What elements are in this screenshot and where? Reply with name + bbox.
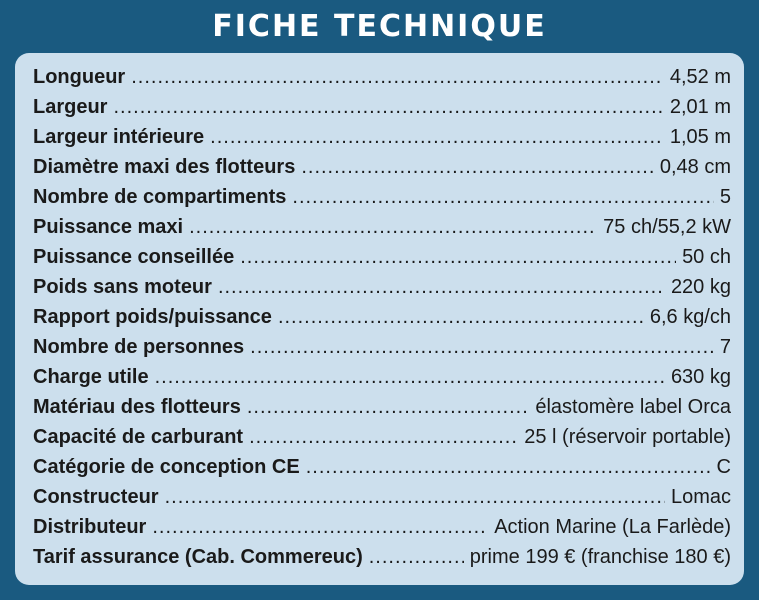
dot-leader <box>247 396 530 419</box>
spec-label: Diamètre maxi des flotteurs <box>33 156 296 178</box>
spec-value: 5 <box>719 186 731 208</box>
spec-label: Largeur <box>33 96 108 118</box>
spec-row-largeur-interieure: Largeur intérieure 1,05 m <box>33 126 731 156</box>
spec-label: Nombre de compartiments <box>33 186 287 208</box>
spec-value: Action Marine (La Farlède) <box>494 516 731 538</box>
dot-leader <box>240 246 676 269</box>
spec-label: Constructeur <box>33 486 159 508</box>
spec-row-materiau: Matériau des flotteurs élastomère label … <box>33 396 731 426</box>
spec-label: Nombre de personnes <box>33 336 245 358</box>
spec-label: Puissance conseillée <box>33 246 235 268</box>
spec-row-rapport-poids-puissance: Rapport poids/puissance 6,6 kg/ch <box>33 306 731 336</box>
spec-row-diametre-flotteurs: Diamètre maxi des flotteurs 0,48 cm <box>33 156 731 186</box>
spec-row-charge-utile: Charge utile 630 kg <box>33 366 731 396</box>
spec-sheet-title: Fiche technique <box>212 9 547 44</box>
dot-leader <box>155 366 665 389</box>
spec-list: Longueur 4,52 m Largeur 2,01 m Largeur i… <box>33 66 731 576</box>
spec-row-puissance-maxi: Puissance maxi 75 ch/55,2 kW <box>33 216 731 246</box>
spec-row-tarif-assurance: Tarif assurance (Cab. Commereuc) prime 1… <box>33 546 731 576</box>
spec-value: 25 l (réservoir portable) <box>524 426 731 448</box>
spec-value: prime 199 € (franchise 180 €) <box>469 546 731 568</box>
spec-row-personnes: Nombre de personnes 7 <box>33 336 731 366</box>
spec-value: Lomac <box>670 486 731 508</box>
spec-sheet-header: Fiche technique <box>4 4 755 49</box>
dot-leader <box>250 336 714 359</box>
spec-value: élastomère label Orca <box>535 396 731 418</box>
spec-label: Longueur <box>33 66 126 88</box>
spec-value: 75 ch/55,2 kW <box>603 216 731 238</box>
spec-row-distributeur: Distributeur Action Marine (La Farlède) <box>33 516 731 546</box>
spec-label: Catégorie de conception CE <box>33 456 300 478</box>
spec-label: Puissance maxi <box>33 216 184 238</box>
spec-row-longueur: Longueur 4,52 m <box>33 66 731 96</box>
spec-label: Rapport poids/puissance <box>33 306 272 328</box>
spec-row-constructeur: Constructeur Lomac <box>33 486 731 516</box>
spec-row-categorie-ce: Catégorie de conception CE C <box>33 456 731 486</box>
dot-leader <box>218 276 665 299</box>
spec-value: 2,01 m <box>669 96 731 118</box>
spec-row-carburant: Capacité de carburant 25 l (réservoir po… <box>33 426 731 456</box>
spec-label: Charge utile <box>33 366 149 388</box>
spec-row-puissance-conseillee: Puissance conseillée 50 ch <box>33 246 731 276</box>
spec-value: 4,52 m <box>669 66 731 88</box>
dot-leader <box>113 96 663 119</box>
dot-leader <box>210 126 664 149</box>
spec-label: Tarif assurance (Cab. Commereuc) <box>33 546 363 568</box>
spec-value: 630 kg <box>670 366 731 388</box>
dot-leader <box>306 456 711 479</box>
spec-panel: Longueur 4,52 m Largeur 2,01 m Largeur i… <box>15 53 744 585</box>
spec-label: Matériau des flotteurs <box>33 396 241 418</box>
spec-row-largeur: Largeur 2,01 m <box>33 96 731 126</box>
spec-label: Poids sans moteur <box>33 276 212 298</box>
spec-row-poids: Poids sans moteur 220 kg <box>33 276 731 306</box>
spec-value: 220 kg <box>670 276 731 298</box>
dot-leader <box>292 186 713 209</box>
spec-label: Distributeur <box>33 516 147 538</box>
spec-label: Capacité de carburant <box>33 426 244 448</box>
spec-label: Largeur intérieure <box>33 126 205 148</box>
dot-leader <box>165 486 665 509</box>
spec-value: 50 ch <box>682 246 731 268</box>
dot-leader <box>301 156 654 179</box>
dot-leader <box>369 546 464 569</box>
dot-leader <box>278 306 644 329</box>
spec-value: C <box>716 456 731 478</box>
spec-value: 7 <box>719 336 731 358</box>
dot-leader <box>189 216 597 239</box>
spec-row-compartiments: Nombre de compartiments 5 <box>33 186 731 216</box>
spec-value: 1,05 m <box>669 126 731 148</box>
spec-value: 0,48 cm <box>659 156 731 178</box>
dot-leader <box>152 516 488 539</box>
dot-leader <box>249 426 518 449</box>
spec-value: 6,6 kg/ch <box>649 306 731 328</box>
dot-leader <box>131 66 664 89</box>
